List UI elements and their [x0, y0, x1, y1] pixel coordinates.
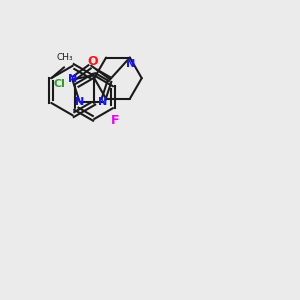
Text: N: N [126, 58, 136, 69]
Text: N: N [75, 97, 84, 106]
Text: CH₃: CH₃ [57, 53, 74, 62]
Text: N: N [98, 97, 107, 106]
Text: O: O [87, 56, 98, 68]
Text: F: F [111, 114, 119, 127]
Text: Cl: Cl [53, 79, 65, 89]
Text: N: N [68, 74, 77, 84]
